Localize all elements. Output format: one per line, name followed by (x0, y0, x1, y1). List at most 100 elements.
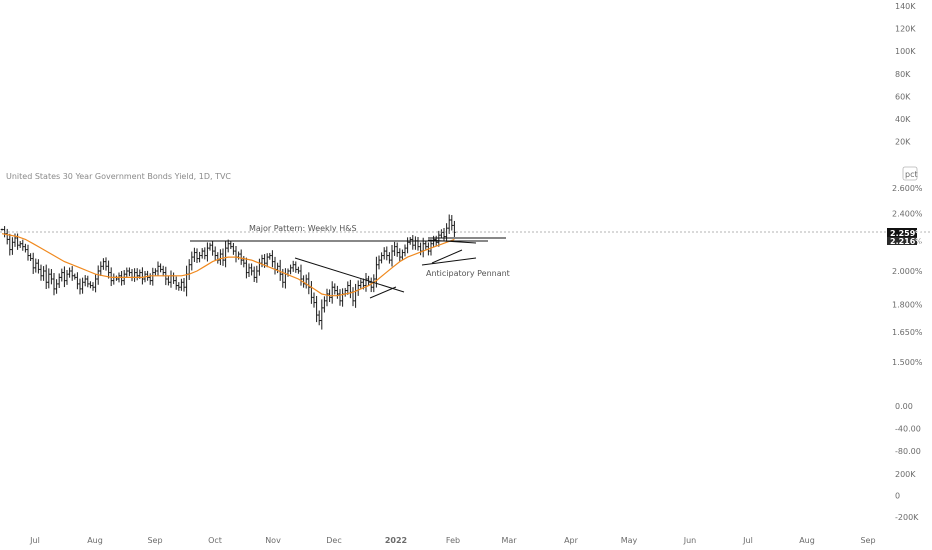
ohlc-bar (57, 273, 61, 289)
price-tick-label: 1.800% (892, 300, 923, 309)
current-price-value: 2.259% (890, 229, 923, 238)
ohlc-bar (395, 242, 399, 257)
price-axis[interactable]: 2.600%2.400%2.200%2.000%1.800%1.650%1.50… (892, 184, 923, 367)
ohlc-bar (385, 246, 389, 261)
ohlc-bar (440, 229, 443, 239)
ohlc-bar (359, 279, 363, 289)
ohlc-bar (206, 242, 209, 262)
ohlc-bar (325, 288, 329, 307)
annotation-pennant: Anticipatory Pennant (426, 269, 510, 278)
unit-label: pct (905, 170, 918, 179)
ohlc-bar (21, 239, 25, 251)
ohlc-bar (198, 251, 201, 263)
ohlc-bar (18, 241, 22, 248)
ohlc-bar (133, 268, 136, 282)
volume-tick-label: 100K (895, 47, 916, 56)
ohlc-bar (11, 237, 14, 255)
ohlc-bar (161, 265, 165, 277)
ohlc-bar (78, 278, 82, 295)
time-tick-label: Dec (326, 536, 341, 545)
ohlc-bar (276, 262, 279, 274)
ohlc-bar (219, 249, 222, 266)
volume-axis[interactable]: 140K 120K 100K 80K 60K 40K 20K (895, 2, 916, 147)
ohlc-bar (200, 248, 204, 259)
ohlc-bar (44, 264, 48, 290)
ohlc-bar (237, 251, 240, 260)
ohlc-bar (315, 295, 318, 323)
ohlc-bar (351, 287, 355, 307)
ohlc-bar (125, 267, 129, 278)
ohlc-bar (73, 273, 77, 280)
ohlc-bar (302, 275, 305, 288)
ohlc-bar (406, 237, 409, 254)
price-tick-label: 2.000% (892, 267, 923, 276)
time-tick-label: Jun (683, 536, 697, 545)
ohlc-bar (453, 220, 456, 237)
trendlines (0, 231, 932, 299)
ohlc-bar (180, 278, 183, 291)
ohlc-bar (26, 244, 30, 261)
ma-price-badge: 2.216% (887, 237, 923, 246)
ohlc-bar (68, 267, 71, 278)
ohlc-bar (393, 241, 396, 256)
time-tick-label: Jul (29, 536, 40, 545)
ohlc-bar (104, 257, 108, 271)
ohlc-bar (151, 267, 155, 286)
ohlc-bar (159, 263, 162, 273)
descending-trendline (294, 257, 405, 293)
time-tick-label: May (621, 536, 638, 545)
ohlc-bar (187, 259, 191, 281)
ohlc-bar (169, 270, 173, 288)
unit-label-box[interactable]: pct (902, 166, 918, 181)
ohlc-bar (42, 266, 45, 281)
pennant-lower (421, 257, 477, 266)
ohlc-bar (419, 242, 422, 256)
ohlc-bar (115, 275, 118, 281)
ohlc-bar (356, 280, 360, 296)
ohlc-bar (94, 274, 97, 293)
ohlc-bar (0, 228, 4, 231)
ohlc-bar (102, 258, 105, 270)
ohlc-bar (291, 260, 295, 272)
ohlc-bar (271, 250, 274, 268)
ohlc-bar (148, 273, 152, 285)
price-tick-label: 2.400% (892, 209, 923, 218)
ohlc-bar (336, 285, 339, 299)
ohlc-bar (304, 274, 308, 289)
ohlc-bar (234, 245, 238, 263)
oscillator-tick-label: -40.00 (895, 425, 921, 434)
secondary-volume-axis[interactable]: 200K 0 -200K (895, 470, 919, 522)
secondary-tick-label: 200K (895, 470, 916, 479)
ohlc-bar (174, 276, 178, 290)
ohlc-bar (289, 264, 292, 275)
ohlc-bar (252, 266, 256, 283)
ohlc-bar (403, 244, 407, 257)
ohlc-bar (364, 273, 368, 292)
ohlc-bar (390, 245, 394, 267)
ohlc-bar (354, 283, 357, 308)
ohlc-bar (375, 256, 378, 288)
ohlc-bar (31, 252, 35, 274)
time-axis[interactable]: Jul Aug Sep Oct Nov Dec 2022 Feb Mar Apr May Jun Jul… (29, 536, 875, 545)
ohlc-bar (388, 252, 391, 264)
ohlc-bar (265, 253, 269, 268)
oscillator-axis[interactable]: 0.00 -40.00 -80.00 (895, 402, 921, 456)
secondary-tick-label: 0 (895, 492, 900, 501)
ma-price-value: 2.216% (890, 237, 923, 246)
ohlc-bar (401, 249, 404, 261)
ohlc-bar (52, 272, 56, 296)
ohlc-bar (203, 247, 207, 260)
ohlc-bar (273, 256, 277, 275)
ohlc-bar (29, 253, 32, 261)
volume-tick-label: 80K (895, 70, 911, 79)
ohlc-bar (47, 268, 51, 289)
ohlc-bar (242, 256, 246, 268)
annotation-head-and-shoulders: Major Pattern: Weekly H&S (249, 224, 357, 233)
ohlc-bar (63, 266, 66, 288)
ohlc-bar (135, 268, 139, 281)
ohlc-bar (81, 277, 84, 294)
ohlc-bar (245, 257, 248, 279)
ohlc-bar (50, 269, 53, 285)
time-tick-label: Sep (147, 536, 162, 545)
